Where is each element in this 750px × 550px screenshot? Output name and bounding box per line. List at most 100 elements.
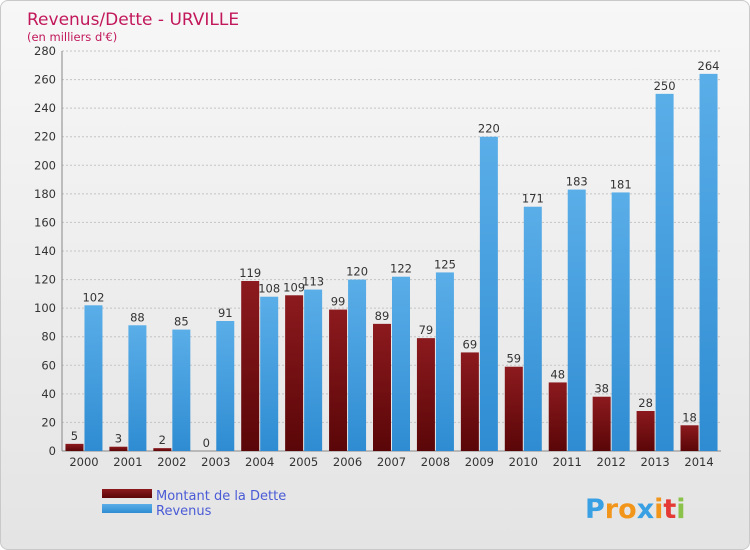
data-label: 122	[390, 262, 412, 276]
x-tick-label: 2007	[377, 455, 406, 469]
legend-label-revenue: Revenus	[156, 504, 212, 519]
data-label: 109	[283, 280, 305, 294]
x-tick-label: 2014	[684, 455, 713, 469]
proxiti-logo: Proxiti	[585, 494, 686, 525]
y-tick-label: 180	[34, 187, 56, 201]
data-label: 79	[419, 323, 434, 337]
bar-revenue	[523, 206, 542, 451]
bar-debt	[504, 366, 523, 451]
data-label: 28	[638, 396, 653, 410]
bar-revenue	[348, 279, 367, 451]
data-label: 108	[258, 282, 280, 296]
bar-revenue	[304, 289, 323, 451]
x-tick-label: 2008	[421, 455, 450, 469]
logo-letter: i	[676, 494, 685, 525]
data-label: 125	[434, 257, 456, 271]
bar-revenue	[479, 136, 498, 451]
data-label: 18	[682, 410, 697, 424]
data-label: 113	[302, 275, 324, 289]
data-label: 3	[115, 432, 122, 446]
y-tick-label: 260	[34, 73, 56, 87]
data-label: 91	[218, 306, 233, 320]
data-label: 59	[506, 352, 521, 366]
bar-debt	[241, 281, 260, 451]
bar-debt	[680, 425, 699, 451]
bar-revenue	[84, 305, 103, 451]
y-tick-label: 220	[34, 130, 56, 144]
bar-revenue	[655, 93, 674, 451]
y-tick-label: 0	[49, 444, 56, 458]
legend: Montant de la Dette Revenus	[102, 489, 286, 519]
x-tick-label: 2005	[289, 455, 318, 469]
logo-letter: P	[585, 494, 605, 525]
y-grid	[61, 50, 721, 452]
y-tick-label: 120	[34, 273, 56, 287]
bar-revenue	[699, 73, 718, 451]
y-tick-label: 80	[41, 330, 56, 344]
data-label: 99	[331, 295, 346, 309]
bar-revenue	[392, 276, 410, 451]
x-tick-label: 2012	[597, 455, 626, 469]
x-tick-label: 2011	[553, 455, 582, 469]
x-tick-label: 2002	[157, 455, 186, 469]
bar-revenue	[172, 329, 191, 451]
bar-debt	[65, 443, 84, 451]
y-axis-ticks: 0 20 40 60 80 100 120 140 160 180 200 220 240 260 280	[34, 44, 56, 458]
data-label: 250	[654, 79, 676, 93]
y-tick-label: 140	[34, 244, 56, 258]
bar-debt	[460, 352, 479, 451]
x-tick-label: 2006	[333, 455, 362, 469]
y-tick-label: 20	[41, 415, 56, 429]
data-label: 38	[594, 382, 609, 396]
data-label: 85	[174, 315, 189, 329]
y-tick-label: 200	[34, 158, 56, 172]
data-label: 2	[159, 433, 166, 447]
data-label: 102	[82, 290, 104, 304]
x-axis-ticks: 2000 2001 2002 2003 2004 2005 2006 2007 2008 2009…	[69, 455, 713, 469]
x-tick-label: 2004	[245, 455, 274, 469]
bar-debt	[153, 448, 172, 451]
x-tick-label: 2013	[640, 455, 669, 469]
bar-revenue	[611, 192, 630, 451]
x-tick-label: 2001	[113, 455, 142, 469]
logo-letter: t	[663, 494, 676, 525]
bar-revenue	[260, 296, 279, 451]
bar-debt	[548, 382, 567, 451]
logo-letter: o	[618, 494, 637, 525]
data-label: 69	[463, 337, 478, 351]
logo-letter: r	[605, 494, 619, 525]
legend-swatch-debt	[102, 489, 152, 498]
data-label: 171	[522, 192, 544, 206]
bar-revenue	[128, 325, 147, 451]
data-label: 88	[130, 310, 145, 324]
data-label: 264	[698, 59, 720, 73]
legend-label-debt: Montant de la Dette	[156, 489, 286, 504]
bar-revenue	[435, 272, 454, 451]
data-label: 119	[239, 266, 261, 280]
bar-debt	[592, 396, 611, 451]
bar-debt	[636, 411, 655, 451]
logo-letter: x	[637, 494, 654, 525]
data-label: 183	[566, 175, 588, 189]
chart-subtitle: (en milliers d'€)	[27, 30, 117, 44]
y-tick-label: 240	[34, 101, 56, 115]
bar-debt	[416, 338, 435, 451]
bar-debt	[329, 309, 348, 451]
data-label: 120	[346, 265, 368, 279]
data-label: 89	[375, 309, 390, 323]
y-tick-label: 160	[34, 215, 56, 229]
chart-title: Revenus/Dette - URVILLE	[27, 10, 239, 30]
data-label: 220	[478, 122, 500, 136]
svg-text:Proxiti: Proxiti	[585, 494, 686, 525]
y-tick-label: 40	[41, 387, 56, 401]
bar-debt	[373, 323, 391, 451]
y-tick-label: 100	[34, 301, 56, 315]
y-tick-label: 280	[34, 44, 56, 58]
y-tick-label: 60	[41, 358, 56, 372]
x-tick-label: 2003	[201, 455, 230, 469]
logo-letter: i	[654, 494, 663, 525]
bar-debt	[109, 446, 128, 451]
